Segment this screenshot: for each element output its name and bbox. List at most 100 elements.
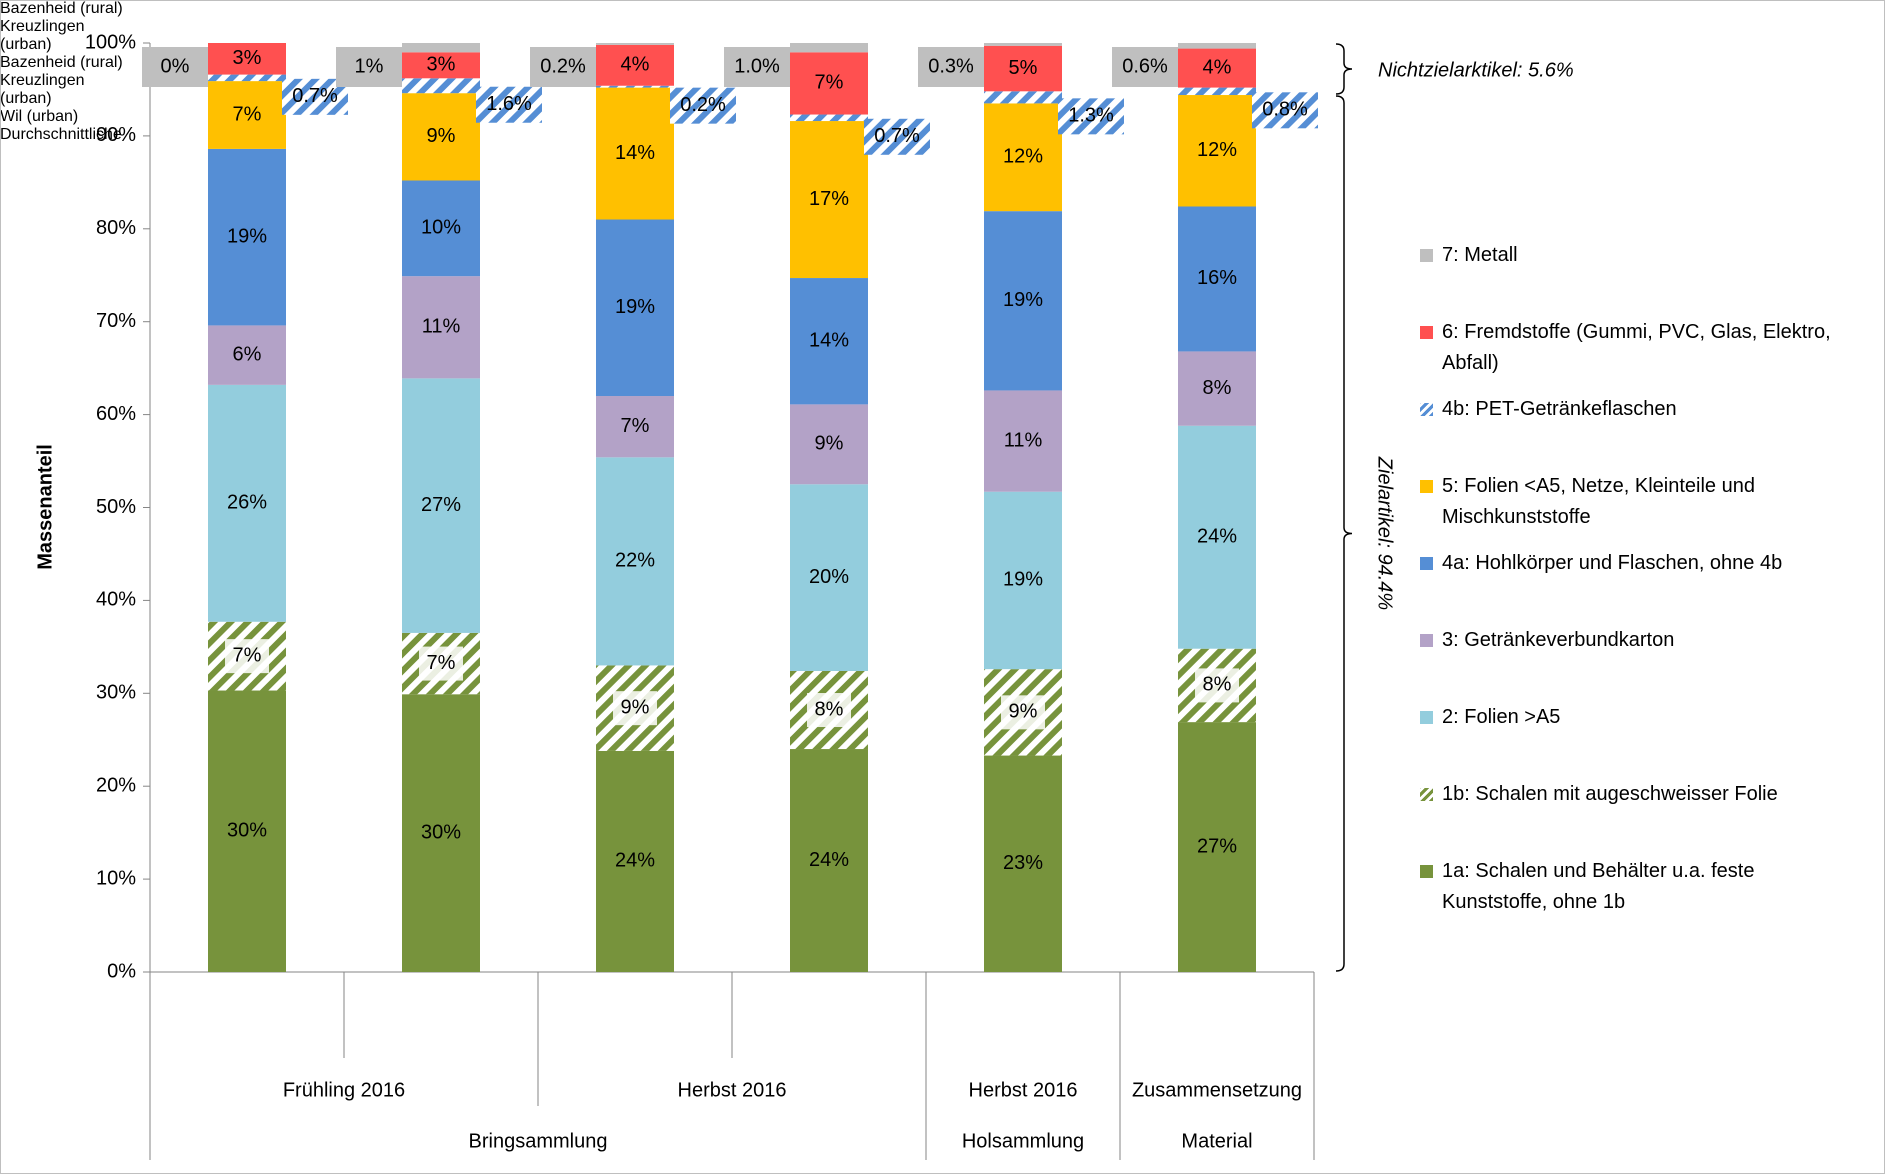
data-label: 7% [621,415,650,437]
group-label: Herbst 2016 [678,1079,787,1101]
legend-label: 2: Folien >A5 [1442,706,1561,728]
data-label: 27% [1197,835,1237,857]
data-label: 0.7% [292,85,338,107]
data-label: 17% [809,188,849,210]
data-label: 22% [615,550,655,572]
data-label: 14% [809,329,849,351]
bar-segment [596,396,674,458]
group-label: Herbst 2016 [969,1079,1078,1101]
data-label: 16% [1197,267,1237,289]
bracket [1335,43,1353,95]
y-tick-label: 0% [107,960,136,982]
bar-segment [984,491,1062,670]
legend-swatch [1420,480,1433,493]
data-label: 9% [815,433,844,455]
data-label: 19% [227,225,267,247]
bar-segment [790,404,868,485]
data-label: 6% [233,343,262,365]
legend-label: 7: Metall [1442,244,1518,266]
y-tick-label: 90% [96,124,136,146]
data-label: 1.3% [1068,105,1114,127]
data-label: 24% [615,850,655,872]
bar-segment [1178,87,1256,96]
data-label: 19% [1003,569,1043,591]
data-label-box [225,639,269,674]
bar-segment [790,52,868,115]
x-tick-label: Kreuzlingen (urban) [0,18,85,53]
data-label: 7% [815,72,844,94]
data-label: 3% [233,47,262,69]
legend-item: 1b: Schalen mit augeschweisser Folie [1420,779,1860,810]
bar-segment [790,43,868,53]
data-label: 27% [421,494,461,516]
data-label-box [1195,668,1239,703]
x-tick-label: Bazenheid (rural) [0,54,123,71]
supergroup-label: Holsammlung [962,1130,1084,1152]
legend-swatch [1420,788,1433,801]
data-label: 19% [615,296,655,318]
legend-item: 1a: Schalen und Behälter u.a. feste Kuns… [1420,856,1860,918]
y-tick-label: 10% [96,867,136,889]
legend-label: 4b: PET-Getränkeflaschen [1442,398,1677,420]
data-label: 19% [1003,289,1043,311]
data-label-box [918,47,984,87]
supergroup-label: Material [1181,1130,1252,1152]
data-label: 1% [355,55,384,77]
data-label-box [142,47,208,87]
bar-segment [1178,206,1256,352]
x-tick-label: Kreuzlingen (urban) [0,72,85,107]
bar-segment [1178,351,1256,426]
bar-segment [596,44,674,86]
annotation: Zielartikel: 94.4% [1374,456,1396,610]
bracket [1335,95,1353,972]
legend-swatch [1420,557,1433,570]
data-label: 9% [1009,701,1038,723]
data-label: 12% [1197,139,1237,161]
legend-label: 1a: Schalen und Behälter u.a. feste Kuns… [1442,860,1755,913]
legend-swatch [1420,865,1433,878]
y-tick-label: 40% [96,589,136,611]
data-label: 11% [1004,429,1043,451]
data-label: 8% [1203,674,1232,696]
data-label-box [807,693,851,728]
bar-segment [984,390,1062,492]
data-label-box [1058,98,1124,135]
data-label: 0.7% [874,125,920,147]
group-label: Zusammensetzung [1132,1079,1302,1101]
bar-segment [790,749,868,972]
x-tick-label: Durchschnittliche [0,126,122,143]
data-label-box [419,646,463,681]
y-tick-label: 80% [96,217,136,239]
bar-segment [402,93,480,181]
bar-segment [402,78,480,94]
data-label: 5% [1009,57,1038,79]
legend-item: 5: Folien <A5, Netze, Kleinteile und Mis… [1420,471,1860,533]
x-tick-label: Bazenheid (rural) [0,0,123,17]
legend-item: 7: Metall [1420,240,1860,271]
data-label: 12% [1003,146,1043,168]
bar-segment [596,750,674,972]
data-label: 9% [427,125,456,147]
bar-segment [1178,95,1256,207]
bar-segment [208,81,286,149]
legend-swatch [1420,634,1433,647]
legend-label: 6: Fremdstoffe (Gummi, PVC, Glas, Elektr… [1442,321,1831,374]
data-label-box [1001,695,1045,730]
data-label-box [724,47,790,87]
bar-segment [984,211,1062,391]
legend-item: 2: Folien >A5 [1420,702,1860,733]
legend-label: 1b: Schalen mit augeschweisser Folie [1442,783,1778,805]
bar-segment [984,91,1062,104]
data-label: 24% [809,849,849,871]
data-label: 23% [1003,852,1043,874]
annotation: Nichtzielarktikel: 5.6% [1378,59,1574,81]
y-tick-label: 60% [96,403,136,425]
group-label: Frühling 2016 [283,1079,405,1101]
bar-segment [984,103,1062,212]
legend-label: 4a: Hohlkörper und Flaschen, ohne 4b [1442,552,1783,574]
bar-segment [790,121,868,279]
data-label: 10% [421,217,461,239]
data-label: 0.2% [680,94,726,116]
data-label-box [613,691,657,726]
